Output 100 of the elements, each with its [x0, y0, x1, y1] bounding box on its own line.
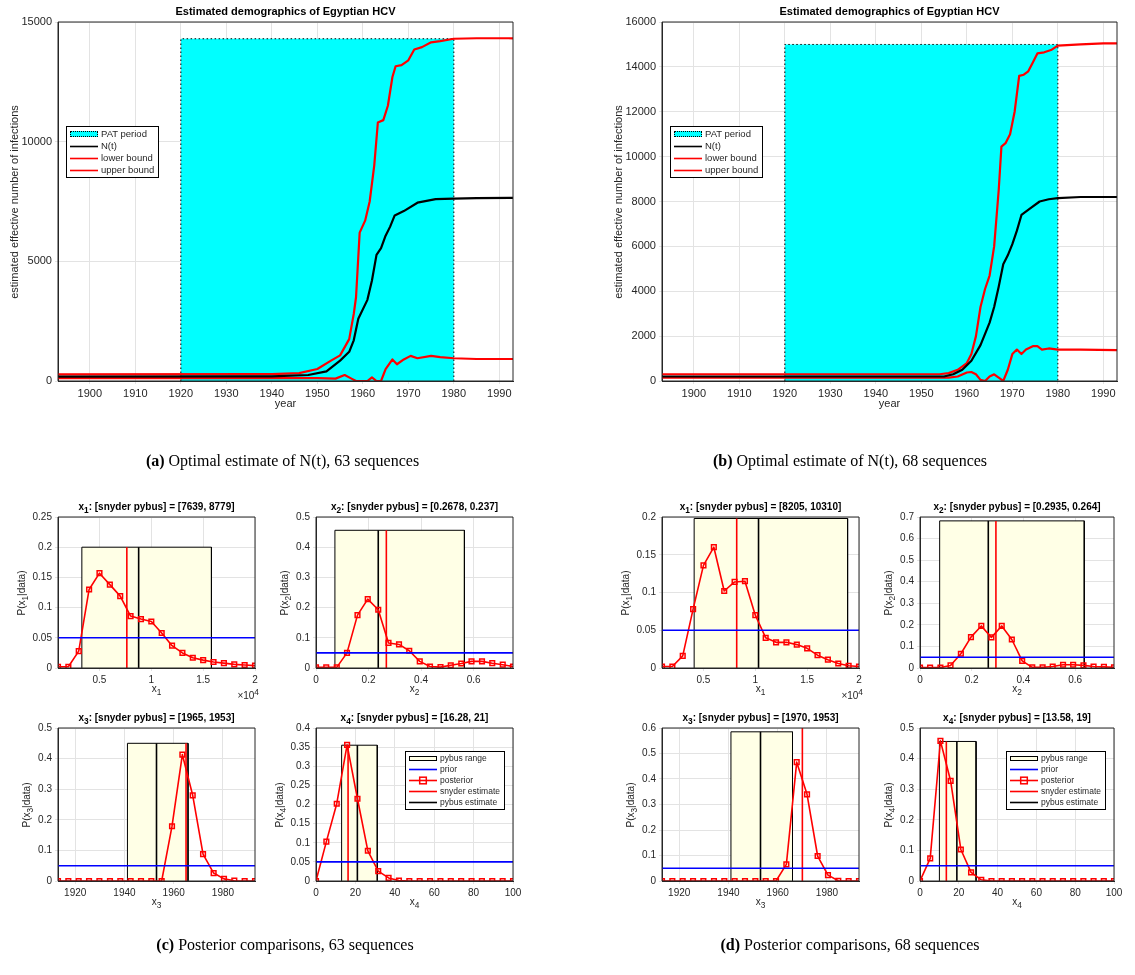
x-tick-label: 1990	[487, 386, 512, 399]
legend-label: PAT period	[101, 128, 147, 141]
x-tick-label: 1950	[305, 386, 330, 399]
y-tick-label: 0	[45, 374, 52, 387]
legend-label: N(t)	[705, 140, 721, 153]
x-tick-label: 1930	[214, 386, 239, 399]
x-tick-label: 20	[953, 886, 965, 898]
x-tick-label: 1910	[123, 386, 148, 399]
x-axis-title: x$_{1}$	[755, 683, 766, 697]
x-tick-label: 0.6	[1068, 673, 1083, 685]
x-tick-label: 1.5	[800, 673, 815, 685]
chart-title: x$_{1}$: [snyder pybus] = [8205, 10310]	[679, 501, 842, 515]
y-tick-label: 0.35	[290, 740, 311, 752]
x-tick-label: 20	[349, 886, 362, 898]
y-tick-label: 4000	[631, 284, 656, 297]
x-tick-label: 1920	[168, 386, 194, 399]
y-tick-label: 0.6	[900, 532, 915, 544]
x-tick-label: 1910	[727, 386, 752, 399]
legend-label: pybus estimate	[1041, 796, 1099, 808]
y-tick-label: 14000	[625, 59, 656, 72]
y-tick-label: 0.1	[38, 844, 53, 856]
y-tick-label: 16000	[625, 15, 656, 28]
x-tick-label: 1970	[396, 386, 421, 399]
y-tick-label: 6000	[631, 239, 656, 252]
chart-title: x$_{4}$: [snyder pybus] = [13.58, 19]	[943, 712, 1091, 726]
y-tick-label: 0.6	[642, 721, 657, 733]
y-tick-label: 0.4	[900, 752, 915, 764]
y-axis-title: estimated effective number of infections	[8, 104, 21, 299]
y-tick-label: 12000	[625, 104, 656, 117]
y-tick-label: 8000	[631, 194, 656, 207]
y-tick-label: 0	[908, 874, 915, 886]
legend-label: pybus range	[440, 752, 487, 764]
x-tick-label: 1980	[1045, 386, 1071, 399]
legend-label: posterior	[1041, 774, 1075, 786]
x-axis-title: x$_{4}$	[1011, 896, 1023, 910]
x-axis-title: x$_{4}$	[408, 896, 421, 910]
x-tick-label: 1960	[954, 386, 980, 399]
x-tick-label: 1940	[113, 886, 137, 898]
x-tick-label: 1900	[77, 386, 103, 399]
x-tick-label: 0	[313, 886, 320, 898]
x-tick-label: 1950	[909, 386, 934, 399]
y-tick-label: 2000	[631, 329, 656, 342]
y-tick-label: 0	[304, 874, 311, 886]
x-tick-label: 80	[468, 886, 480, 898]
y-tick-label: 0.25	[32, 510, 53, 522]
y-tick-label: 0.1	[900, 844, 915, 856]
x-tick-label: 60	[428, 886, 441, 898]
x-tick-label: 0.5	[92, 673, 107, 685]
chart-title: Estimated demographics of Egyptian HCV	[174, 5, 397, 17]
y-tick-label: 0.3	[900, 597, 915, 609]
text: (d) Posterior comparisons, 68 sequences	[720, 936, 980, 953]
text: ×10$^{4}$	[237, 687, 259, 702]
y-tick-label: 0.5	[900, 553, 915, 565]
y-tick-label: 15000	[21, 15, 52, 28]
y-tick-label: 0.2	[38, 813, 53, 825]
y-tick-label: 0.3	[38, 782, 53, 794]
y-tick-label: 0.15	[32, 571, 53, 583]
x-tick-label: 1940	[259, 386, 285, 399]
y-tick-label: 0	[46, 661, 53, 673]
x-tick-label: 1.5	[196, 673, 211, 685]
x-tick-label: 1	[752, 673, 759, 685]
x-tick-label: 0.2	[361, 673, 376, 685]
legend-label: posterior	[440, 774, 474, 786]
x-tick-label: 0.2	[964, 673, 980, 685]
x-tick-label: 1	[148, 673, 155, 685]
legend-label: N(t)	[101, 140, 117, 153]
x-tick-label: 1900	[681, 386, 707, 399]
chart-title: x$_{4}$: [snyder pybus] = [16.28, 21]	[340, 712, 489, 726]
text: (b) Optimal estimate of N(t), 68 sequences	[712, 452, 988, 469]
x-tick-label: 1940	[863, 386, 889, 399]
y-tick-label: 0.1	[642, 586, 657, 598]
x-tick-label: 40	[389, 886, 401, 898]
y-axis-title: estimated effective number of infections	[612, 104, 625, 299]
x-tick-label: 1940	[717, 886, 741, 898]
x-tick-label: 40	[992, 886, 1004, 898]
x-tick-label: 2	[252, 673, 259, 685]
x-tick-label: 0	[917, 886, 924, 898]
text: (a) Optimal estimate of N(t), 63 sequences	[145, 452, 420, 469]
x-tick-label: 0.6	[466, 673, 481, 685]
x-tick-label: 2	[856, 673, 863, 685]
legend-label: lower bound	[705, 152, 757, 165]
x-axis-title: x$_{2}$	[408, 683, 421, 697]
text: (c) Posterior comparisons, 63 sequences	[156, 936, 414, 953]
x-tick-label: 1930	[818, 386, 843, 399]
y-tick-label: 0.2	[642, 823, 657, 835]
y-tick-label: 0.1	[38, 601, 53, 613]
y-tick-label: 0	[908, 661, 915, 673]
y-tick-label: 0.3	[296, 571, 311, 583]
x-axis-title: x$_{1}$	[151, 683, 162, 697]
y-tick-label: 0.4	[38, 752, 53, 764]
legend-label: snyder estimate	[1041, 785, 1101, 797]
y-tick-label: 0.4	[900, 575, 915, 587]
y-tick-label: 0	[46, 874, 53, 886]
legend-label: PAT period	[705, 128, 751, 141]
x-tick-label: 0.5	[696, 673, 711, 685]
y-tick-label: 0.05	[290, 855, 311, 867]
chart-title: x$_{3}$: [snyder pybus] = [1965, 1953]	[78, 712, 235, 726]
y-tick-label: 0.2	[296, 798, 311, 810]
y-tick-label: 0.5	[296, 510, 311, 522]
y-tick-label: 0.7	[900, 510, 915, 522]
